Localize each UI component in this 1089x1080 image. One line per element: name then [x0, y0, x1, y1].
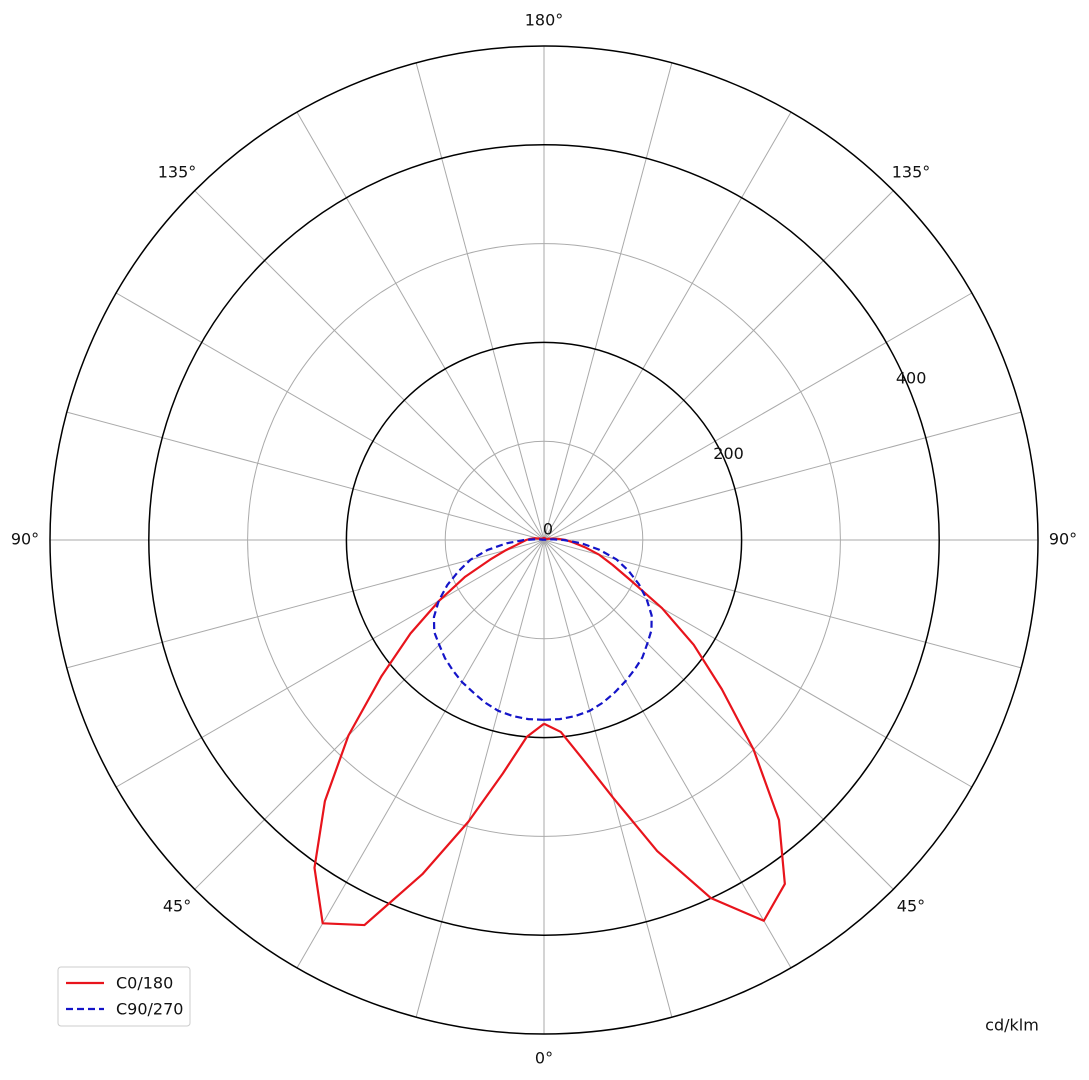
radial-major-circle [148, 144, 940, 936]
angle-grid-line [543, 111, 792, 541]
angle-tick-label: 90° [11, 530, 39, 549]
series-line [543, 536, 786, 922]
angle-grid-line [296, 539, 545, 969]
radial-tick-label: 400 [896, 368, 927, 387]
angle-grid-line [543, 539, 1022, 669]
angle-tick-label: 45° [897, 896, 925, 915]
angle-grid-line [66, 411, 545, 541]
angle-grid-line [115, 292, 545, 541]
angle-tick-label: 135° [158, 163, 197, 182]
series-line [543, 538, 653, 721]
outer-circle [49, 45, 1039, 1035]
angle-grid-line [194, 539, 545, 890]
angle-tick-label: 45° [163, 896, 191, 915]
legend-label: C90/270 [116, 1000, 183, 1019]
angle-grid-line [543, 539, 673, 1018]
angle-grid-line [66, 539, 545, 669]
angle-grid-line [115, 539, 545, 788]
angle-grid-line [415, 539, 545, 1018]
angle-grid-line [194, 190, 545, 541]
angle-grid-line [543, 292, 973, 541]
radial-tick-label: 0 [543, 520, 553, 539]
angle-tick-label: 90° [1049, 530, 1077, 549]
angle-grid-line [543, 411, 1022, 541]
angle-tick-label: 135° [892, 163, 931, 182]
angle-grid-line [543, 62, 673, 541]
angle-tick-label: 180° [525, 11, 564, 30]
series-line [432, 538, 545, 721]
angle-grid-line [543, 190, 894, 541]
radial-tick-label: 200 [713, 444, 744, 463]
legend: C0/180 C90/270 [57, 966, 191, 1027]
angle-grid-line [543, 539, 792, 969]
unit-label: cd/klm [985, 1016, 1039, 1035]
radial-grid-circle [444, 440, 644, 640]
series-line [313, 536, 545, 927]
legend-label: C0/180 [116, 974, 173, 993]
radial-grid-circle [247, 243, 841, 837]
radial-major-circle [345, 341, 743, 739]
angle-grid-line [296, 111, 545, 541]
angle-grid-line [543, 539, 973, 788]
angle-grid-line [543, 539, 894, 890]
angle-grid-line [415, 62, 545, 541]
angle-tick-label: 0° [535, 1049, 553, 1068]
legend-box [57, 966, 191, 1027]
